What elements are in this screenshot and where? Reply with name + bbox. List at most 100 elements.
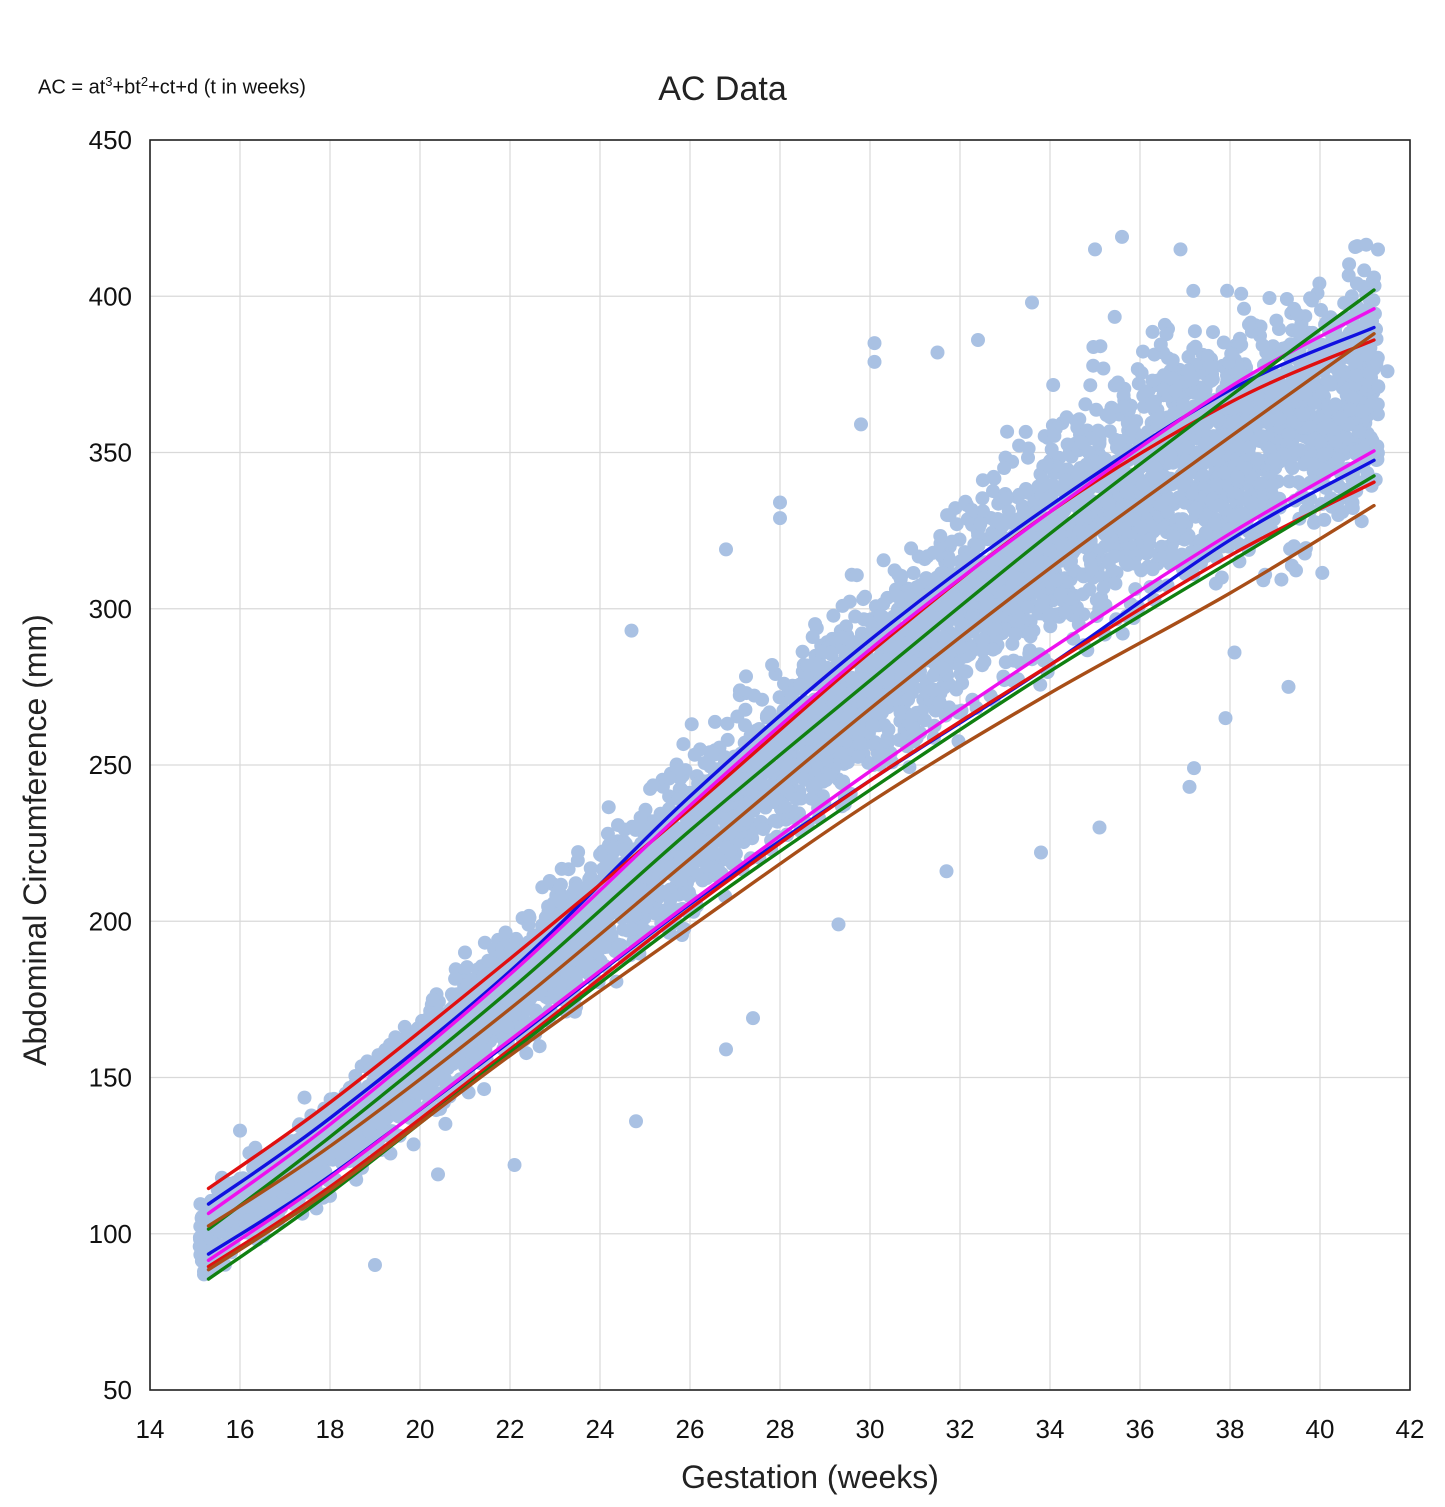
scatter-point	[1145, 399, 1160, 414]
scatter-point	[998, 450, 1013, 465]
scatter-point	[1096, 580, 1111, 595]
scatter-point	[1208, 576, 1223, 591]
scatter-point	[1357, 263, 1372, 278]
scatter-point	[193, 1197, 208, 1212]
scatter-point	[861, 755, 876, 770]
scatter-point	[958, 579, 973, 594]
scatter-point	[532, 1039, 547, 1054]
scatter-point	[1134, 563, 1149, 578]
scatter-point	[460, 960, 474, 975]
scatter-point	[1242, 440, 1257, 455]
scatter-point	[330, 1120, 345, 1135]
scatter-point	[1211, 498, 1226, 513]
scatter-point	[1131, 376, 1146, 391]
scatter-point	[1153, 337, 1168, 352]
scatter-point	[940, 508, 955, 523]
scatter-point	[1140, 543, 1155, 558]
scatter-point	[1108, 576, 1123, 591]
scatter-point	[975, 491, 990, 506]
scatter-point	[598, 859, 613, 874]
scatter-point	[1244, 495, 1259, 510]
scatter-point	[905, 708, 920, 723]
scatter-point	[755, 692, 770, 707]
scatter-point	[460, 977, 475, 992]
scatter-point	[663, 893, 678, 908]
scatter-point	[1040, 457, 1054, 472]
scatter-point	[1083, 378, 1098, 393]
scatter-point	[1007, 600, 1022, 615]
scatter-point	[1286, 539, 1301, 554]
scatter-point	[1255, 338, 1270, 353]
scatter-point	[1255, 429, 1270, 444]
scatter-point	[876, 553, 891, 568]
scatter-point	[1239, 400, 1254, 415]
equation-sup-3: 3	[105, 74, 113, 89]
scatter-point	[986, 642, 1000, 657]
scatter-point	[406, 1137, 421, 1152]
scatter-point	[1342, 257, 1357, 272]
scatter-point	[554, 861, 569, 876]
scatter-point	[583, 861, 598, 876]
scatter-point	[646, 778, 661, 793]
scatter-point	[373, 1116, 387, 1131]
scatter-point	[260, 1196, 275, 1210]
scatter-point	[1234, 337, 1249, 352]
scatter-point	[1193, 389, 1208, 403]
scatter-point	[917, 713, 932, 728]
scatter-point	[1206, 325, 1220, 340]
equation-annotation: AC = at3+bt2+ct+d (t in weeks)	[38, 74, 306, 100]
scatter-point	[926, 668, 941, 683]
scatter-point	[1049, 573, 1064, 588]
scatter-point	[1315, 565, 1330, 580]
scatter-point	[1359, 237, 1374, 252]
scatter-point	[1163, 447, 1178, 462]
scatter-point	[1060, 437, 1075, 452]
scatter-point	[971, 587, 986, 602]
scatter-point	[708, 714, 722, 729]
scatter-point	[519, 1046, 534, 1061]
scatter-point	[905, 720, 920, 735]
scatter-point	[695, 873, 710, 888]
scatter-point	[619, 888, 634, 903]
scatter-point	[1033, 555, 1048, 569]
scatter-point	[594, 848, 608, 863]
scatter-point	[976, 504, 990, 519]
scatter-point	[1216, 335, 1231, 350]
scatter-point	[887, 563, 902, 578]
scatter-point	[1305, 293, 1319, 308]
scatter-point	[1082, 582, 1097, 597]
scatter-point	[1269, 313, 1284, 328]
scatter-point	[836, 774, 851, 789]
scatter-point	[302, 1172, 317, 1187]
scatter-point	[617, 822, 632, 837]
scatter-point	[1185, 372, 1200, 387]
scatter-point	[1341, 268, 1356, 283]
scatter-point	[1307, 395, 1322, 410]
scatter-point	[1089, 402, 1104, 417]
scatter-point	[1102, 424, 1117, 439]
scatter-point	[1285, 461, 1300, 476]
scatter-point	[1186, 283, 1201, 298]
scatter-point	[1188, 339, 1203, 354]
scatter-point	[1175, 515, 1190, 530]
scatter-point	[858, 589, 872, 604]
scatter-point	[1107, 309, 1122, 324]
scatter-point	[739, 669, 753, 684]
scatter-point	[1059, 410, 1074, 425]
scatter-point	[1201, 348, 1216, 363]
scatter-point	[1116, 399, 1131, 414]
scatter-point	[977, 597, 992, 612]
scatter-point	[627, 908, 642, 923]
scatter-point	[1282, 474, 1297, 489]
scatter-point	[789, 792, 804, 806]
scatter-point	[1292, 323, 1307, 338]
scatter-point	[1267, 452, 1282, 467]
scatter-point	[1207, 516, 1222, 531]
scatter-point	[1371, 242, 1385, 257]
scatter-point	[890, 589, 905, 604]
scatter-point	[720, 716, 735, 731]
scatter-point	[1008, 627, 1023, 642]
scatter-point	[1145, 324, 1160, 339]
scatter-point	[856, 696, 870, 711]
scatter-point	[932, 695, 947, 710]
